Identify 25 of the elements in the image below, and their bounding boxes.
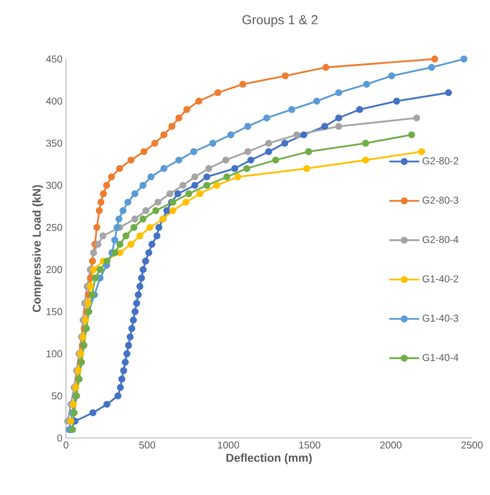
y-tick-label: 50 bbox=[52, 392, 62, 400]
y-tick-label: 350 bbox=[46, 140, 62, 147]
y-tick-label: 150 bbox=[46, 308, 62, 316]
y-tick-label: 100 bbox=[46, 350, 62, 358]
y-tick-label: 400 bbox=[46, 98, 62, 105]
y-tick-label: 450 bbox=[46, 55, 62, 63]
x-tick-label: 1000 bbox=[218, 442, 240, 449]
chart-title: Groups 1 & 2 bbox=[242, 15, 318, 27]
y-tick-label: 200 bbox=[46, 266, 62, 274]
x-tick-label: 500 bbox=[139, 442, 156, 449]
legend-label: G2-80-2 bbox=[422, 157, 458, 164]
x-axis-title: Deflection (mm) bbox=[226, 453, 312, 464]
legend-label: G1-40-4 bbox=[422, 354, 458, 362]
legend-label: G2-80-3 bbox=[422, 196, 458, 204]
y-tick-label: 300 bbox=[46, 182, 62, 189]
legend-label: G1-40-2 bbox=[422, 275, 458, 282]
x-tick-label: 2500 bbox=[461, 442, 483, 449]
y-tick-label: 0 bbox=[57, 434, 62, 442]
legend-label: G1-40-3 bbox=[422, 314, 458, 322]
legend-label: G2-80-4 bbox=[422, 236, 458, 244]
y-tick-label: 250 bbox=[46, 224, 62, 231]
x-tick-label: 0 bbox=[64, 442, 68, 449]
y-axis-title: Compressive Load (kN) bbox=[32, 185, 43, 312]
x-tick-label: 1500 bbox=[299, 442, 320, 449]
x-tick-label: 2000 bbox=[380, 442, 402, 449]
